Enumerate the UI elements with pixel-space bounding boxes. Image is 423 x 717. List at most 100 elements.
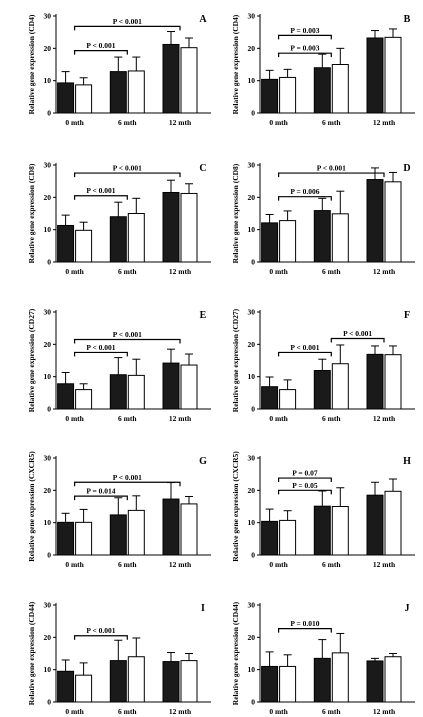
y-axis-label: Relative gene expression (CD8) [231, 163, 240, 263]
panel-j: 0 10 20 30 Relative gene expression (CD44) 0 … [231, 601, 415, 716]
bar-a-filled-2 [109, 71, 127, 114]
bar-h-open-3 [384, 490, 402, 556]
bar-a-open-3 [180, 47, 198, 114]
bar-a-filled-3 [162, 43, 180, 114]
significance-bracket [74, 635, 128, 640]
y-tick-label: 30 [248, 161, 256, 170]
panel-d: 0 10 20 30 Relative gene expression (CD8) 0 m… [231, 161, 415, 276]
x-tick-label: 12 mth [373, 560, 396, 569]
y-axis-label: Relative gene expression (CD27) [27, 308, 36, 412]
bar-c-open-2 [127, 213, 145, 263]
panel-letter: E [200, 310, 207, 321]
x-tick-label: 12 mth [169, 707, 192, 716]
bar-e-open-1 [75, 389, 93, 410]
significance-label: P < 0.001 [290, 343, 319, 352]
y-tick-label: 10 [248, 665, 256, 674]
significance-label: P < 0.001 [86, 186, 115, 195]
significance-label: P = 0.05 [292, 481, 318, 490]
significance-bracket [74, 338, 181, 344]
panel-letter: C [199, 163, 206, 174]
y-tick-label: 30 [44, 12, 52, 21]
significance-bracket [278, 196, 332, 201]
bar-f-filled-3 [366, 353, 384, 410]
panel-c: 0 10 20 30 Relative gene expression (CD8) 0 m… [27, 161, 211, 276]
y-tick-label: 30 [248, 601, 256, 610]
x-tick-label: 12 mth [169, 414, 192, 423]
x-tick-label: 12 mth [373, 414, 396, 423]
bar-f-open-2 [331, 363, 349, 410]
y-tick-label: 10 [248, 76, 256, 85]
bar-c-filled-1 [57, 224, 75, 263]
y-tick-label: 20 [248, 340, 256, 349]
y-tick-label: 10 [248, 372, 256, 381]
y-tick-label: 10 [248, 225, 256, 234]
y-tick-label: 10 [44, 518, 52, 527]
x-tick-label: 6 mth [118, 267, 137, 276]
y-tick-label: 0 [47, 405, 51, 414]
y-tick-label: 10 [44, 225, 52, 234]
bar-b-filled-1 [261, 78, 279, 114]
y-tick-label: 20 [44, 193, 52, 202]
bar-d-open-1 [279, 220, 297, 263]
significance-bracket [74, 495, 128, 501]
panel-a: 0 10 20 30 Relative gene expression (CD4) 0 m… [27, 12, 211, 127]
bar-b-open-3 [384, 36, 402, 114]
significance-bracket [278, 351, 332, 357]
bar-i-open-2 [127, 656, 145, 703]
panel-letter: B [404, 14, 411, 25]
significance-bracket [278, 489, 332, 495]
significance-bracket [74, 195, 128, 200]
bar-a-open-1 [75, 84, 93, 114]
bar-d-filled-2 [313, 210, 331, 263]
bar-i-open-3 [180, 660, 198, 703]
x-tick-label: 12 mth [169, 267, 192, 276]
significance-label: P < 0.001 [86, 41, 115, 50]
bar-h-open-2 [331, 506, 349, 556]
x-tick-label: 6 mth [118, 414, 137, 423]
significance-bracket [74, 25, 181, 31]
bar-i-open-1 [75, 674, 93, 703]
panel-letter: H [403, 456, 411, 467]
panel-letter: G [199, 456, 207, 467]
x-tick-label: 0 mth [269, 414, 288, 423]
y-axis-label: Relative gene expression (CD4) [231, 14, 240, 114]
bar-b-filled-3 [366, 37, 384, 114]
bar-g-open-2 [127, 509, 145, 556]
y-tick-label: 0 [251, 109, 255, 118]
bar-h-filled-1 [261, 520, 279, 556]
y-tick-label: 20 [44, 486, 52, 495]
bar-e-open-3 [180, 364, 198, 410]
y-tick-label: 0 [251, 698, 255, 707]
y-axis-label: Relative gene expression (CD27) [231, 308, 240, 412]
bar-a-open-2 [127, 70, 145, 114]
x-tick-label: 0 mth [65, 560, 84, 569]
x-tick-label: 12 mth [373, 267, 396, 276]
significance-label: P = 0.006 [290, 187, 319, 196]
y-axis-label: Relative gene expression (CD8) [27, 163, 36, 263]
significance-bracket [278, 34, 332, 40]
bar-h-filled-2 [313, 505, 331, 556]
x-tick-label: 12 mth [169, 118, 192, 127]
significance-label: P = 0.010 [290, 619, 319, 628]
y-tick-label: 30 [248, 308, 256, 317]
y-axis-label: Relative gene expression (CD44) [231, 601, 240, 705]
significance-bracket [74, 481, 181, 487]
x-tick-label: 0 mth [269, 560, 288, 569]
y-tick-label: 20 [248, 486, 256, 495]
panel-b: 0 10 20 30 Relative gene expression (CD4) 0 m… [231, 12, 415, 127]
x-tick-label: 12 mth [373, 118, 396, 127]
x-tick-label: 12 mth [373, 707, 396, 716]
significance-bracket [278, 172, 385, 178]
x-tick-label: 0 mth [269, 267, 288, 276]
significance-bracket [278, 52, 332, 58]
bar-b-open-2 [331, 64, 349, 114]
panel-letter: D [403, 163, 410, 174]
bar-c-open-1 [75, 229, 93, 263]
bar-h-open-1 [279, 519, 297, 556]
y-tick-label: 30 [44, 601, 52, 610]
y-tick-label: 30 [44, 308, 52, 317]
bar-a-filled-1 [57, 82, 75, 114]
x-tick-label: 6 mth [118, 707, 137, 716]
y-tick-label: 10 [44, 665, 52, 674]
